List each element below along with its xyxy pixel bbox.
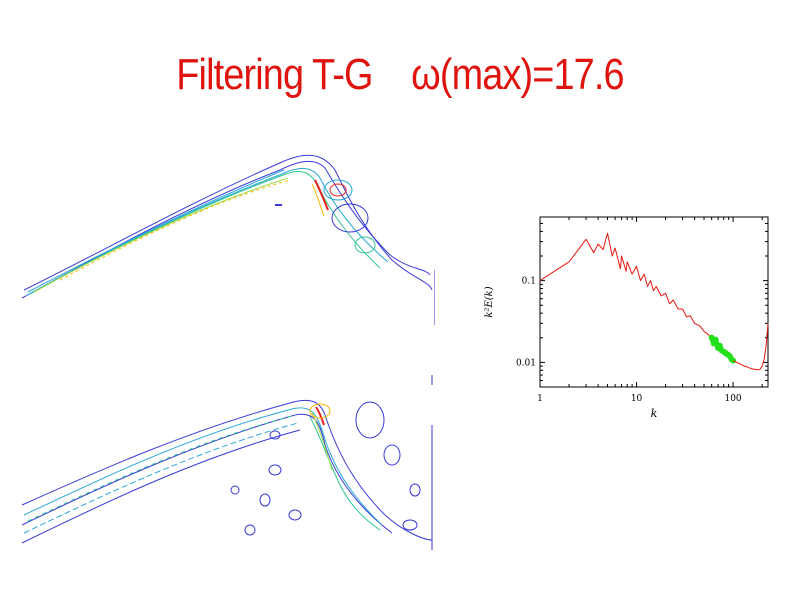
spectrum-series-1: [539, 232, 713, 339]
contour-blob: [268, 464, 282, 476]
x-tick-label: 1: [537, 394, 543, 404]
contour-level-1: [23, 154, 433, 291]
contour-level-4: [33, 177, 289, 293]
contour-level-2: [23, 407, 383, 526]
contour-level-3: [29, 170, 381, 295]
spectrum-point: [712, 336, 719, 343]
contour-blob: [331, 203, 369, 233]
contour-level-1: [21, 399, 433, 541]
contour-blob: [244, 524, 256, 536]
contour-blob: [383, 444, 401, 466]
contour-plot-bottom: [21, 375, 433, 550]
x-tick-label: 100: [724, 394, 741, 404]
x-tick-label: 10: [631, 394, 643, 404]
spectrum-series-3: [732, 323, 769, 371]
contour-blob: [323, 179, 353, 201]
contour-core: [311, 183, 325, 217]
spectrum-point: [716, 342, 723, 349]
contour-plot-top: [21, 154, 435, 325]
contour-level-5: [59, 179, 291, 281]
contour-level-3: [27, 414, 297, 522]
contour-core: [314, 179, 329, 211]
spectrum-point: [730, 357, 737, 364]
contour-blob: [329, 183, 347, 197]
contour-blob: [259, 493, 271, 507]
x-axis-label: k: [651, 407, 658, 420]
contour-blob: [354, 236, 376, 254]
slide-title: Filtering T-G ω(max)=17.6: [176, 50, 624, 99]
contour-level-2: [23, 422, 299, 534]
contour-blob: [230, 485, 240, 495]
contour-level-2: [27, 169, 285, 293]
contour-blob: [309, 403, 331, 419]
y-tick-label: 0.01: [516, 358, 536, 368]
y-axis-label: k²E(k): [484, 286, 495, 317]
contour-level-4: [311, 412, 333, 471]
contour-blob: [269, 430, 281, 440]
contour-level-1: [21, 429, 301, 544]
energy-spectrum-chart: 1 10 100 0.01 0.1 k k²E(k): [484, 216, 769, 420]
contour-core: [315, 406, 325, 426]
contour-blob: [355, 401, 385, 439]
contour-level-2: [25, 168, 389, 297]
contour-blob: [288, 509, 302, 521]
contour-level-1: [21, 413, 393, 534]
plot-frame: [539, 216, 769, 388]
contour-level-1: [21, 161, 431, 299]
y-tick-label: 0.1: [522, 277, 536, 287]
contour-blob: [402, 519, 418, 531]
contour-level-3: [309, 416, 381, 531]
contour-blob: [409, 483, 421, 497]
